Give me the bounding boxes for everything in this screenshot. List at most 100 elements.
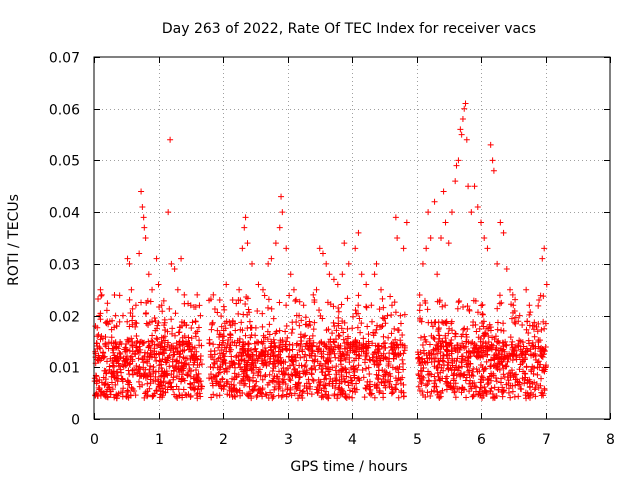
- data-point: [154, 336, 161, 343]
- data-point: [490, 393, 497, 400]
- data-point: [474, 309, 481, 316]
- data-point: [113, 323, 120, 330]
- data-point: [375, 367, 382, 374]
- data-point: [155, 281, 162, 288]
- data-point: [356, 340, 363, 347]
- data-point: [316, 362, 323, 369]
- data-point: [473, 328, 480, 335]
- data-point: [193, 367, 200, 374]
- data-point: [169, 325, 176, 332]
- data-point: [142, 389, 149, 396]
- data-point: [233, 342, 240, 349]
- data-point: [181, 346, 188, 353]
- data-point: [97, 389, 104, 396]
- data-point: [516, 366, 523, 373]
- data-point: [422, 382, 429, 389]
- data-point: [423, 245, 430, 252]
- data-point: [382, 340, 389, 347]
- data-point: [97, 286, 104, 293]
- data-point: [144, 393, 151, 400]
- data-point: [444, 355, 451, 362]
- data-point: [119, 361, 126, 368]
- data-point: [533, 324, 540, 331]
- data-point: [462, 377, 469, 384]
- data-point: [230, 385, 237, 392]
- data-point: [301, 333, 308, 340]
- data-point: [162, 359, 169, 366]
- data-point: [323, 260, 330, 267]
- data-point: [470, 391, 477, 398]
- data-point: [302, 314, 309, 321]
- data-point: [166, 305, 173, 312]
- data-point: [299, 388, 306, 395]
- data-point: [480, 339, 487, 346]
- data-point: [419, 388, 426, 395]
- data-point: [495, 338, 502, 345]
- data-point: [538, 353, 545, 360]
- data-point: [256, 366, 263, 373]
- data-point: [446, 352, 453, 359]
- data-point: [176, 339, 183, 346]
- data-point: [108, 326, 115, 333]
- data-point: [499, 384, 506, 391]
- data-point: [158, 338, 165, 345]
- data-point: [163, 368, 170, 375]
- data-point: [353, 380, 360, 387]
- x-tick-label: 5: [413, 432, 422, 448]
- data-point: [136, 363, 143, 370]
- data-point: [122, 362, 129, 369]
- data-point: [499, 389, 506, 396]
- data-point: [432, 355, 439, 362]
- data-point: [189, 346, 196, 353]
- data-point: [321, 382, 328, 389]
- data-point: [240, 311, 247, 318]
- data-point: [178, 255, 185, 262]
- data-point: [269, 367, 276, 374]
- data-point: [380, 350, 387, 357]
- data-point: [145, 271, 152, 278]
- data-point: [175, 386, 182, 393]
- data-point: [389, 388, 396, 395]
- data-point: [477, 384, 484, 391]
- data-point: [248, 331, 255, 338]
- data-point: [156, 362, 163, 369]
- data-point: [494, 305, 501, 312]
- data-point: [193, 353, 200, 360]
- data-point: [308, 343, 315, 350]
- data-point: [355, 362, 362, 369]
- data-point: [101, 353, 108, 360]
- data-point: [210, 291, 217, 298]
- data-point: [237, 326, 244, 333]
- data-point: [455, 157, 462, 164]
- data-point: [532, 352, 539, 359]
- data-point: [290, 361, 297, 368]
- data-point: [415, 372, 422, 379]
- data-point: [314, 390, 321, 397]
- data-point: [509, 315, 515, 322]
- data-point: [108, 379, 115, 386]
- data-point: [380, 304, 387, 311]
- data-point: [286, 353, 293, 360]
- data-point: [97, 345, 104, 352]
- data-point: [490, 167, 497, 174]
- data-point: [105, 345, 112, 352]
- data-point: [135, 355, 142, 362]
- data-point: [336, 380, 343, 387]
- data-point: [187, 368, 194, 375]
- data-point: [519, 349, 526, 356]
- data-point: [426, 370, 433, 377]
- data-point: [185, 361, 192, 368]
- data-point: [439, 318, 446, 325]
- data-point: [271, 386, 278, 393]
- data-point: [466, 360, 473, 367]
- data-point: [489, 157, 496, 164]
- data-point: [276, 299, 283, 306]
- data-point: [207, 371, 214, 378]
- data-point: [366, 342, 373, 349]
- data-point: [264, 304, 271, 311]
- data-point: [159, 382, 166, 389]
- data-point: [198, 361, 205, 368]
- data-point: [457, 126, 464, 133]
- data-point: [427, 235, 434, 241]
- data-point: [434, 271, 441, 278]
